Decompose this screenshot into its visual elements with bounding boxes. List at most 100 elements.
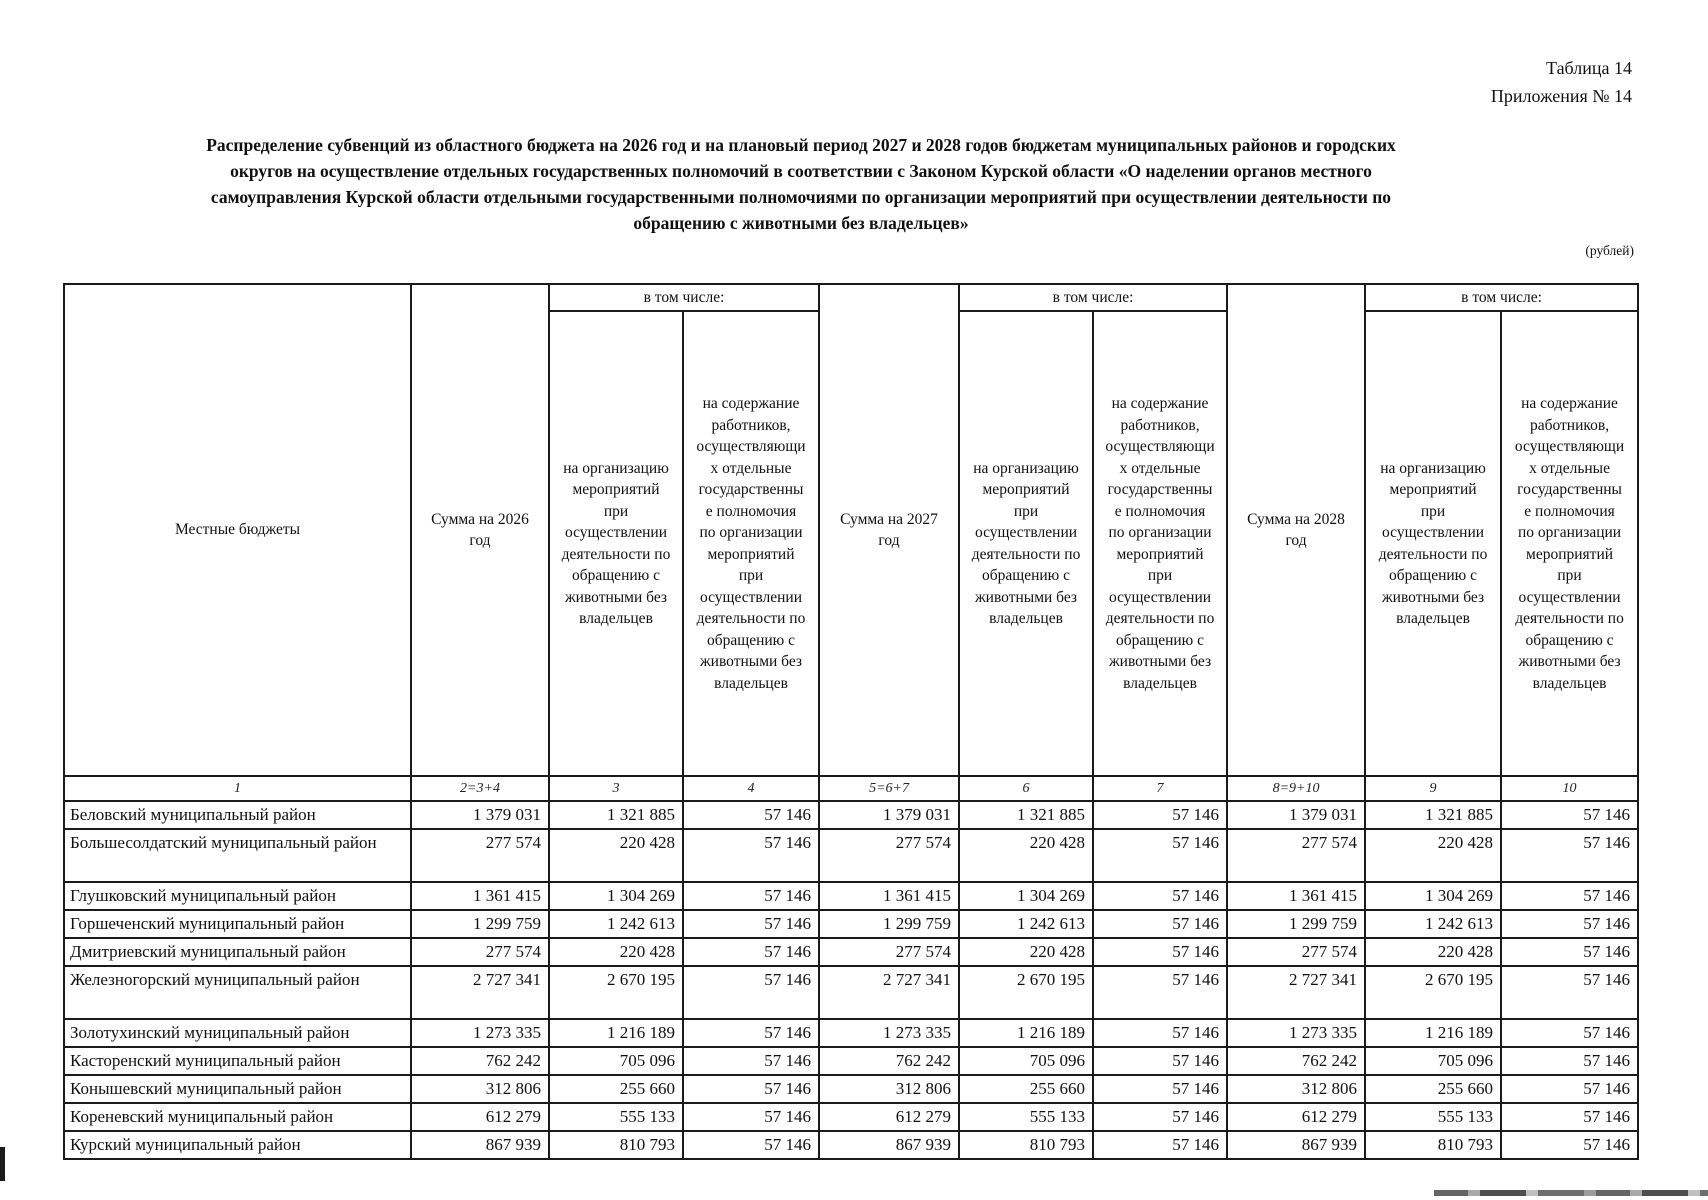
header-local-budgets: Местные бюджеты <box>63 283 412 777</box>
district-name-cell: Горшеченский муниципальный район <box>63 909 412 939</box>
table-row: Беловский муниципальный район 1 379 031 1 … <box>63 800 1640 830</box>
amount-cell: 1 304 269 <box>548 881 684 911</box>
amount-cell: 277 574 <box>410 937 550 967</box>
header-workers-2026: на содержание работников, осуществляющи … <box>681 310 821 777</box>
amount-cell: 220 428 <box>548 828 684 883</box>
amount-cell: 57 146 <box>1092 881 1229 911</box>
column-number: 1 <box>63 775 412 802</box>
column-number: 2=3+4 <box>410 775 550 802</box>
header-org-events-2028: на организацию мероприятий при осуществл… <box>1364 310 1503 777</box>
column-number: 5=6+7 <box>818 775 961 802</box>
appendix-number-label: Приложения № 14 <box>1490 86 1632 106</box>
amount-cell: 2 670 195 <box>1364 965 1503 1020</box>
header-workers-2028: на содержание работников, осуществляющи … <box>1500 310 1640 777</box>
table-body: Беловский муниципальный район 1 379 031 1 … <box>63 800 1640 1160</box>
amount-cell: 1 304 269 <box>1364 881 1503 911</box>
amount-cell: 1 273 335 <box>818 1018 961 1048</box>
table-row: Горшеченский муниципальный район 1 299 75… <box>63 909 1640 939</box>
amount-cell: 705 096 <box>958 1046 1095 1076</box>
district-name-cell: Железногорский муниципальный район <box>63 965 412 1020</box>
amount-cell: 1 299 759 <box>1226 909 1367 939</box>
district-name-cell: Глушковский муниципальный район <box>63 881 412 911</box>
table-row: Золотухинский муниципальный район 1 273 3… <box>63 1018 1640 1048</box>
amount-cell: 867 939 <box>410 1130 550 1160</box>
subventions-table: Местные бюджеты Сумма на 2026 год в том … <box>63 283 1640 1160</box>
column-numbers-row: 1 2=3+4 3 4 5=6+7 6 7 8=9+10 9 10 <box>63 775 1640 802</box>
amount-cell: 612 279 <box>818 1102 961 1132</box>
amount-cell: 1 379 031 <box>410 800 550 830</box>
amount-cell: 57 146 <box>1500 937 1640 967</box>
amount-cell: 1 216 189 <box>958 1018 1095 1048</box>
amount-cell: 57 146 <box>1092 1074 1229 1104</box>
district-name-cell: Конышевский муниципальный район <box>63 1074 412 1104</box>
amount-cell: 1 216 189 <box>548 1018 684 1048</box>
district-name-cell: Беловский муниципальный район <box>63 800 412 830</box>
header-org-events-2027: на организацию мероприятий при осуществл… <box>958 310 1095 777</box>
amount-cell: 810 793 <box>1364 1130 1503 1160</box>
amount-cell: 867 939 <box>818 1130 961 1160</box>
amount-cell: 555 133 <box>1364 1102 1503 1132</box>
amount-cell: 57 146 <box>1092 965 1229 1020</box>
district-name-cell: Большесолдатский муниципальный район <box>63 828 412 883</box>
amount-cell: 1 361 415 <box>818 881 961 911</box>
amount-cell: 57 146 <box>681 881 821 911</box>
corner-reference: Таблица 14 Приложения № 14 <box>1491 54 1632 110</box>
district-name-cell: Касторенский муниципальный район <box>63 1046 412 1076</box>
amount-cell: 612 279 <box>1226 1102 1367 1132</box>
amount-cell: 57 146 <box>681 1046 821 1076</box>
amount-cell: 255 660 <box>958 1074 1095 1104</box>
column-number: 6 <box>958 775 1095 802</box>
amount-cell: 57 146 <box>1500 1046 1640 1076</box>
table-row: Большесолдатский муниципальный район 277 … <box>63 828 1640 883</box>
amount-cell: 1 379 031 <box>1226 800 1367 830</box>
amount-cell: 57 146 <box>1500 1074 1640 1104</box>
amount-cell: 57 146 <box>1092 1130 1229 1160</box>
header-sum-2026: Сумма на 2026 год <box>410 283 550 777</box>
table-row: Касторенский муниципальный район 762 242 7… <box>63 1046 1640 1076</box>
amount-cell: 57 146 <box>1500 881 1640 911</box>
amount-cell: 57 146 <box>1092 828 1229 883</box>
column-number: 10 <box>1500 775 1640 802</box>
amount-cell: 810 793 <box>958 1130 1095 1160</box>
column-number: 3 <box>548 775 684 802</box>
amount-cell: 1 216 189 <box>1364 1018 1503 1048</box>
amount-cell: 57 146 <box>1092 1046 1229 1076</box>
amount-cell: 220 428 <box>1364 828 1503 883</box>
amount-cell: 57 146 <box>1500 1102 1640 1132</box>
amount-cell: 2 727 341 <box>818 965 961 1020</box>
amount-cell: 277 574 <box>410 828 550 883</box>
amount-cell: 57 146 <box>1500 800 1640 830</box>
amount-cell: 57 146 <box>1500 1018 1640 1048</box>
amount-cell: 220 428 <box>958 828 1095 883</box>
amount-cell: 810 793 <box>548 1130 684 1160</box>
district-name-cell: Кореневский муниципальный район <box>63 1102 412 1132</box>
district-name-cell: Дмитриевский муниципальный район <box>63 937 412 967</box>
amount-cell: 57 146 <box>681 937 821 967</box>
amount-cell: 57 146 <box>1092 800 1229 830</box>
amount-cell: 312 806 <box>818 1074 961 1104</box>
amount-cell: 2 670 195 <box>548 965 684 1020</box>
table-row: Глушковский муниципальный район 1 361 415… <box>63 881 1640 911</box>
amount-cell: 57 146 <box>681 965 821 1020</box>
amount-cell: 1 321 885 <box>1364 800 1503 830</box>
amount-cell: 57 146 <box>1092 1102 1229 1132</box>
amount-cell: 220 428 <box>548 937 684 967</box>
amount-cell: 57 146 <box>681 1102 821 1132</box>
amount-cell: 555 133 <box>548 1102 684 1132</box>
amount-cell: 1 299 759 <box>410 909 550 939</box>
scan-artifact-line <box>1434 1190 1708 1196</box>
table-number-label: Таблица 14 <box>1546 58 1632 78</box>
district-name-cell: Золотухинский муниципальный район <box>63 1018 412 1048</box>
amount-cell: 2 727 341 <box>1226 965 1367 1020</box>
amount-cell: 612 279 <box>410 1102 550 1132</box>
amount-cell: 57 146 <box>1500 828 1640 883</box>
amount-cell: 277 574 <box>1226 937 1367 967</box>
amount-cell: 57 146 <box>681 1018 821 1048</box>
amount-cell: 1 242 613 <box>958 909 1095 939</box>
amount-cell: 312 806 <box>410 1074 550 1104</box>
column-number: 4 <box>681 775 821 802</box>
amount-cell: 762 242 <box>410 1046 550 1076</box>
amount-cell: 1 242 613 <box>548 909 684 939</box>
column-number: 7 <box>1092 775 1229 802</box>
